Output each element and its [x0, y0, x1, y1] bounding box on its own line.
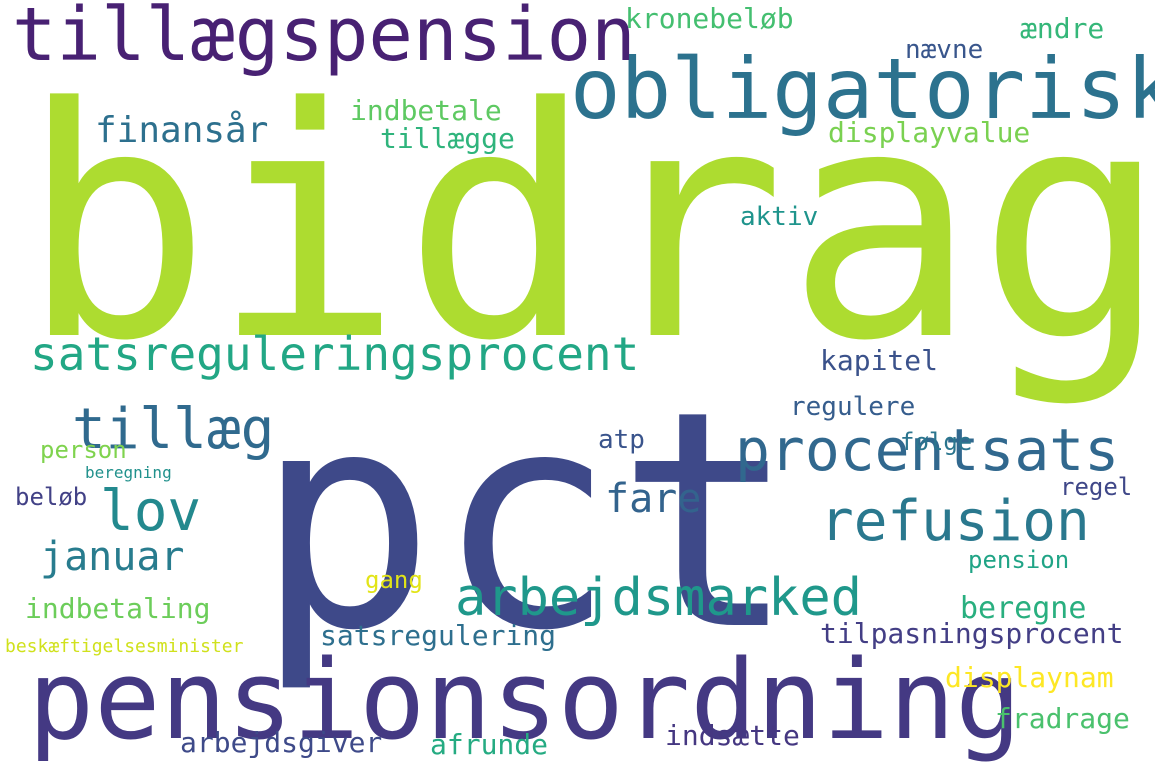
word-atp: atp: [598, 425, 645, 455]
word-gang: gang: [365, 566, 423, 594]
word-tillaegge: tillægge: [380, 122, 515, 155]
word-obligatorisk: obligatorisk: [570, 40, 1155, 138]
word-afrunde: afrunde: [430, 728, 548, 761]
word-satsregulering: satsregulering: [320, 619, 556, 652]
word-satsreguleringsprocent: satsreguleringsprocent: [30, 327, 639, 381]
word-procentsats: procentsats: [735, 416, 1119, 484]
word-indbetale: indbetale: [350, 94, 502, 127]
word-pensionsordning: pensionsordning: [28, 636, 1021, 764]
word-pct: pct: [255, 347, 797, 696]
word-kapitel: kapitel: [820, 344, 938, 377]
word-fare: fare: [605, 476, 701, 522]
word-bidrag: bidrag: [20, 40, 1155, 410]
word-regel: regel: [1060, 473, 1132, 501]
word-beskaeftigelsesminister: beskæftigelsesminister: [5, 636, 244, 657]
word-beregning: beregning: [85, 463, 172, 482]
word-januar: januar: [40, 534, 185, 580]
word-finansaar: finansår: [95, 110, 268, 151]
word-beregne: beregne: [960, 591, 1086, 626]
word-pension: pension: [968, 546, 1069, 574]
word-person: person: [40, 436, 127, 464]
word-indsaette: indsætte: [665, 719, 800, 752]
word-tillaegspension: tillægspension: [12, 0, 636, 78]
word-displaynam: displaynam: [945, 661, 1114, 694]
word-tillaeg: tillæg: [72, 397, 274, 462]
word-arbejdsmarked: arbejdsmarked: [455, 568, 862, 628]
word-regulere: regulere: [790, 392, 915, 422]
word-aktiv: aktiv: [740, 202, 818, 232]
word-foelge: følge: [900, 428, 972, 456]
word-lov: lov: [100, 479, 201, 544]
word-displayvalue: displayvalue: [828, 116, 1030, 149]
word-refusion: refusion: [820, 489, 1090, 554]
word-aendre: ændre: [1020, 12, 1104, 45]
word-beloeb: beløb: [15, 483, 87, 511]
word-indbetaling: indbetaling: [25, 592, 210, 625]
word-kronebeloeb: kronebeløb: [625, 2, 794, 35]
word-naevne: nævne: [905, 35, 983, 65]
word-tilpasningsprocent: tilpasningsprocent: [820, 617, 1123, 650]
word-fradrage: fradrage: [995, 702, 1130, 735]
word-arbejdsgiver: arbejdsgiver: [180, 726, 382, 759]
